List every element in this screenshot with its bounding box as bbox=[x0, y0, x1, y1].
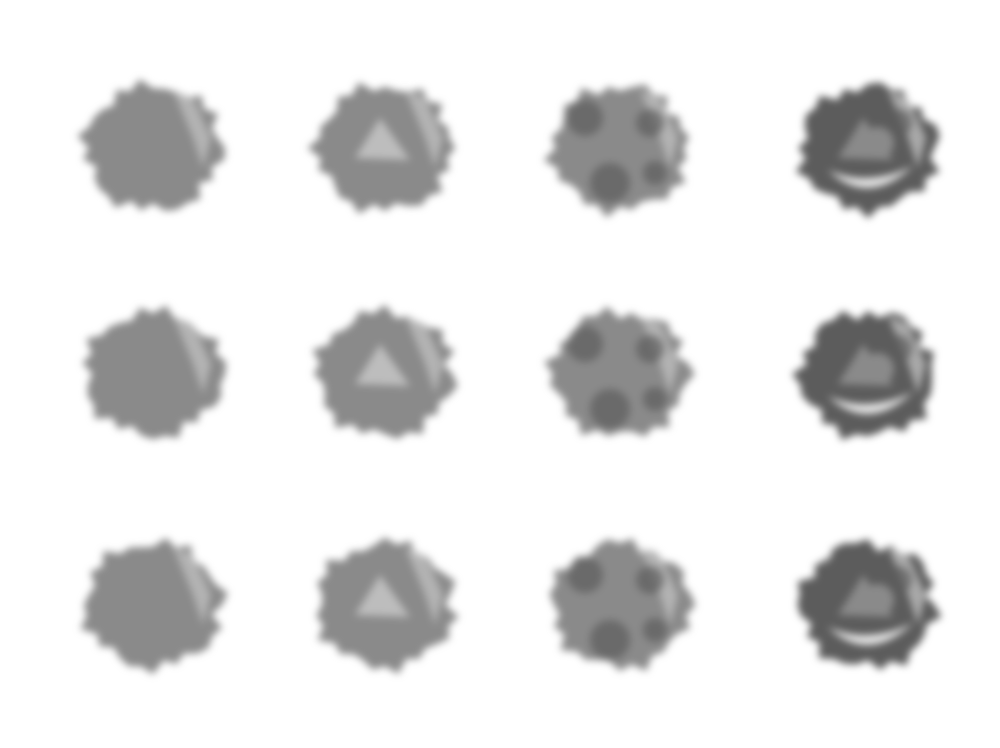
blob-dark-patch bbox=[815, 557, 851, 593]
blob-dark-patch bbox=[636, 566, 664, 594]
blob-center-patch bbox=[355, 344, 410, 386]
blob-dark-patch bbox=[884, 335, 912, 363]
blob-r1-c2 bbox=[307, 82, 456, 214]
blob-dark-patch bbox=[567, 100, 603, 136]
blob-r2-c1 bbox=[82, 305, 227, 440]
blob-edge-highlight bbox=[405, 316, 443, 394]
blob-center-patch bbox=[590, 575, 645, 617]
blob-center-patch bbox=[355, 575, 410, 617]
blob-center-patch bbox=[590, 118, 645, 160]
blob-r1-c4 bbox=[795, 82, 940, 219]
blob-edge-highlight bbox=[405, 547, 443, 625]
blob-dark-patch bbox=[643, 161, 667, 185]
blob-edge-highlight bbox=[173, 90, 211, 168]
blob-dark-patch bbox=[643, 387, 667, 411]
blob-dark-patch bbox=[636, 335, 664, 363]
blob-bottom-crescent bbox=[828, 166, 913, 189]
blob-inner-spot bbox=[862, 353, 894, 385]
blob-dark-patch bbox=[815, 100, 851, 136]
blob-r1-c1 bbox=[77, 79, 226, 211]
blob-dark-patch bbox=[636, 109, 664, 137]
blob-inner-spot bbox=[862, 127, 894, 159]
blob-bottom-crescent bbox=[828, 392, 913, 415]
blob-dark-patch bbox=[590, 620, 630, 660]
blob-r3-c1 bbox=[80, 538, 228, 675]
blob-bottom-crescent bbox=[828, 623, 913, 646]
blob-dark-patch bbox=[884, 566, 912, 594]
blob-r3-c4 bbox=[797, 539, 942, 670]
blob-edge-highlight bbox=[173, 316, 211, 394]
blob-dark-patch bbox=[884, 109, 912, 137]
blob-dark-patch bbox=[643, 618, 667, 642]
blob-dark-patch bbox=[590, 163, 630, 203]
blob-dark-patch bbox=[567, 557, 603, 593]
blob-r2-c4 bbox=[792, 310, 934, 440]
blob-r2-c3 bbox=[544, 306, 695, 437]
blob-dark-patch bbox=[590, 389, 630, 429]
blob-r2-c2 bbox=[312, 304, 458, 439]
blob-dark-patch bbox=[567, 326, 603, 362]
blob-inner-spot bbox=[862, 584, 894, 616]
blob-r1-c3 bbox=[543, 84, 690, 218]
blob-center-patch bbox=[590, 344, 645, 386]
blob-center-patch bbox=[355, 118, 410, 160]
blob-r3-c2 bbox=[316, 537, 459, 674]
blob-edge-highlight bbox=[405, 90, 443, 168]
blob-edge-highlight bbox=[173, 547, 211, 625]
blob-r3-c3 bbox=[549, 538, 696, 671]
blob-dark-patch bbox=[815, 326, 851, 362]
